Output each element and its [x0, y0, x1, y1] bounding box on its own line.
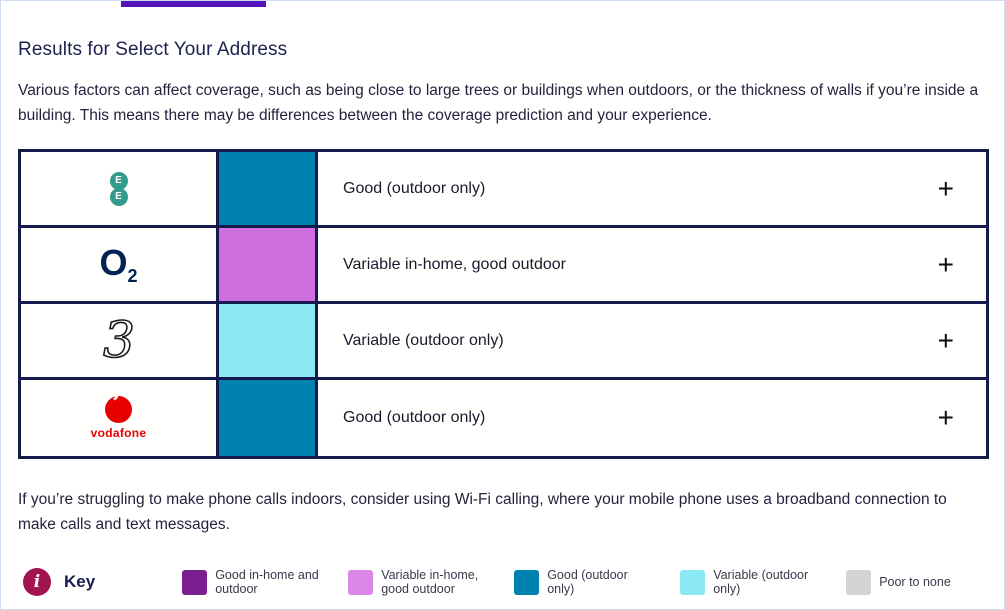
status-label-o2: Variable in-home, good outdoor: [343, 255, 566, 273]
legend-swatch-poor-to-none: [846, 569, 872, 595]
table-row-o2[interactable]: O2 Variable in-home, good outdoor +: [21, 228, 986, 304]
o2-logo: O2: [21, 228, 219, 301]
legend-text-variable-outdoor: Variable (outdoor only): [713, 568, 809, 596]
svg-text:3: 3: [103, 312, 135, 369]
legend-item-variable-outdoor: Variable (outdoor only): [680, 568, 822, 596]
coverage-swatch-vodafone: [219, 380, 318, 456]
o2-logo-icon: O2: [99, 241, 138, 286]
page-title: Results for Select Your Address: [18, 39, 288, 60]
o2-logo-sub: 2: [127, 265, 138, 286]
legend-item-good-outdoor: Good (outdoor only): [514, 568, 656, 596]
coverage-key: i Key Good in-home and outdoor Variable …: [18, 568, 987, 596]
legend-text-good-outdoor: Good (outdoor only): [547, 568, 628, 596]
three-logo-icon: 3: [102, 312, 135, 370]
legend-text-poor-to-none: Poor to none: [879, 575, 951, 589]
status-cell-ee: Good (outdoor only) +: [318, 152, 986, 225]
status-cell-o2: Variable in-home, good outdoor +: [318, 228, 986, 301]
legend-swatch-variable-inhome: [348, 569, 374, 595]
ee-circle-bottom: E: [109, 187, 128, 206]
ee-logo: E E: [21, 152, 219, 225]
coverage-swatch-three: [219, 304, 318, 377]
coverage-swatch-o2: [219, 228, 318, 301]
legend-swatch-good-outdoor: [514, 569, 540, 595]
vodafone-logo: ’ vodafone: [21, 380, 219, 456]
expand-button-ee[interactable]: +: [937, 172, 954, 204]
status-label-ee: Good (outdoor only): [343, 179, 486, 197]
expand-button-three[interactable]: +: [937, 324, 954, 356]
legend-item-good-inhome-outdoor: Good in-home and outdoor: [182, 568, 324, 596]
status-label-vodafone: Good (outdoor only): [343, 409, 486, 426]
coverage-intro-text: Various factors can affect coverage, suc…: [18, 82, 979, 124]
wifi-calling-note: If you’re struggling to make phone calls…: [18, 491, 947, 533]
active-tab-indicator: [121, 1, 266, 7]
status-cell-vodafone: Good (outdoor only) +: [318, 380, 986, 456]
vodafone-logo-icon: ’ vodafone: [91, 396, 147, 440]
expand-button-vodafone[interactable]: +: [937, 402, 954, 433]
legend-item-variable-inhome: Variable in-home, good outdoor: [348, 568, 490, 596]
three-logo: 3: [21, 304, 219, 377]
table-row-vodafone[interactable]: ’ vodafone Good (outdoor only) +: [21, 380, 986, 456]
legend-text-variable-inhome: Variable in-home, good outdoor: [381, 568, 479, 596]
coverage-swatch-ee: [219, 152, 318, 225]
status-cell-three: Variable (outdoor only) +: [318, 304, 986, 377]
ee-circle-top: E: [109, 171, 128, 190]
vodafone-speechmark-icon: ’: [105, 396, 132, 423]
ee-logo-icon: E E: [109, 171, 128, 206]
legend-item-poor-to-none: Poor to none: [846, 569, 988, 595]
status-label-three: Variable (outdoor only): [343, 331, 504, 349]
legend-text-good-inhome-outdoor: Good in-home and outdoor: [215, 568, 319, 596]
legend-swatch-variable-outdoor: [680, 569, 706, 595]
info-icon[interactable]: i: [23, 568, 51, 596]
legend-swatch-good-inhome-outdoor: [182, 569, 208, 595]
coverage-results-table: E E Good (outdoor only) + O2 Variable in…: [18, 149, 989, 459]
vodafone-wordmark: vodafone: [90, 426, 147, 440]
vodafone-mark: ’: [112, 396, 122, 419]
main-content: Results for Select Your Address Various …: [1, 39, 1004, 596]
o2-logo-main: O: [99, 241, 128, 283]
key-label: Key: [64, 572, 96, 591]
expand-button-o2[interactable]: +: [937, 248, 954, 280]
legend: Good in-home and outdoor Variable in-hom…: [182, 568, 988, 596]
table-row-ee[interactable]: E E Good (outdoor only) +: [21, 152, 986, 228]
table-row-three[interactable]: 3 Variable (outdoor only) +: [21, 304, 986, 380]
